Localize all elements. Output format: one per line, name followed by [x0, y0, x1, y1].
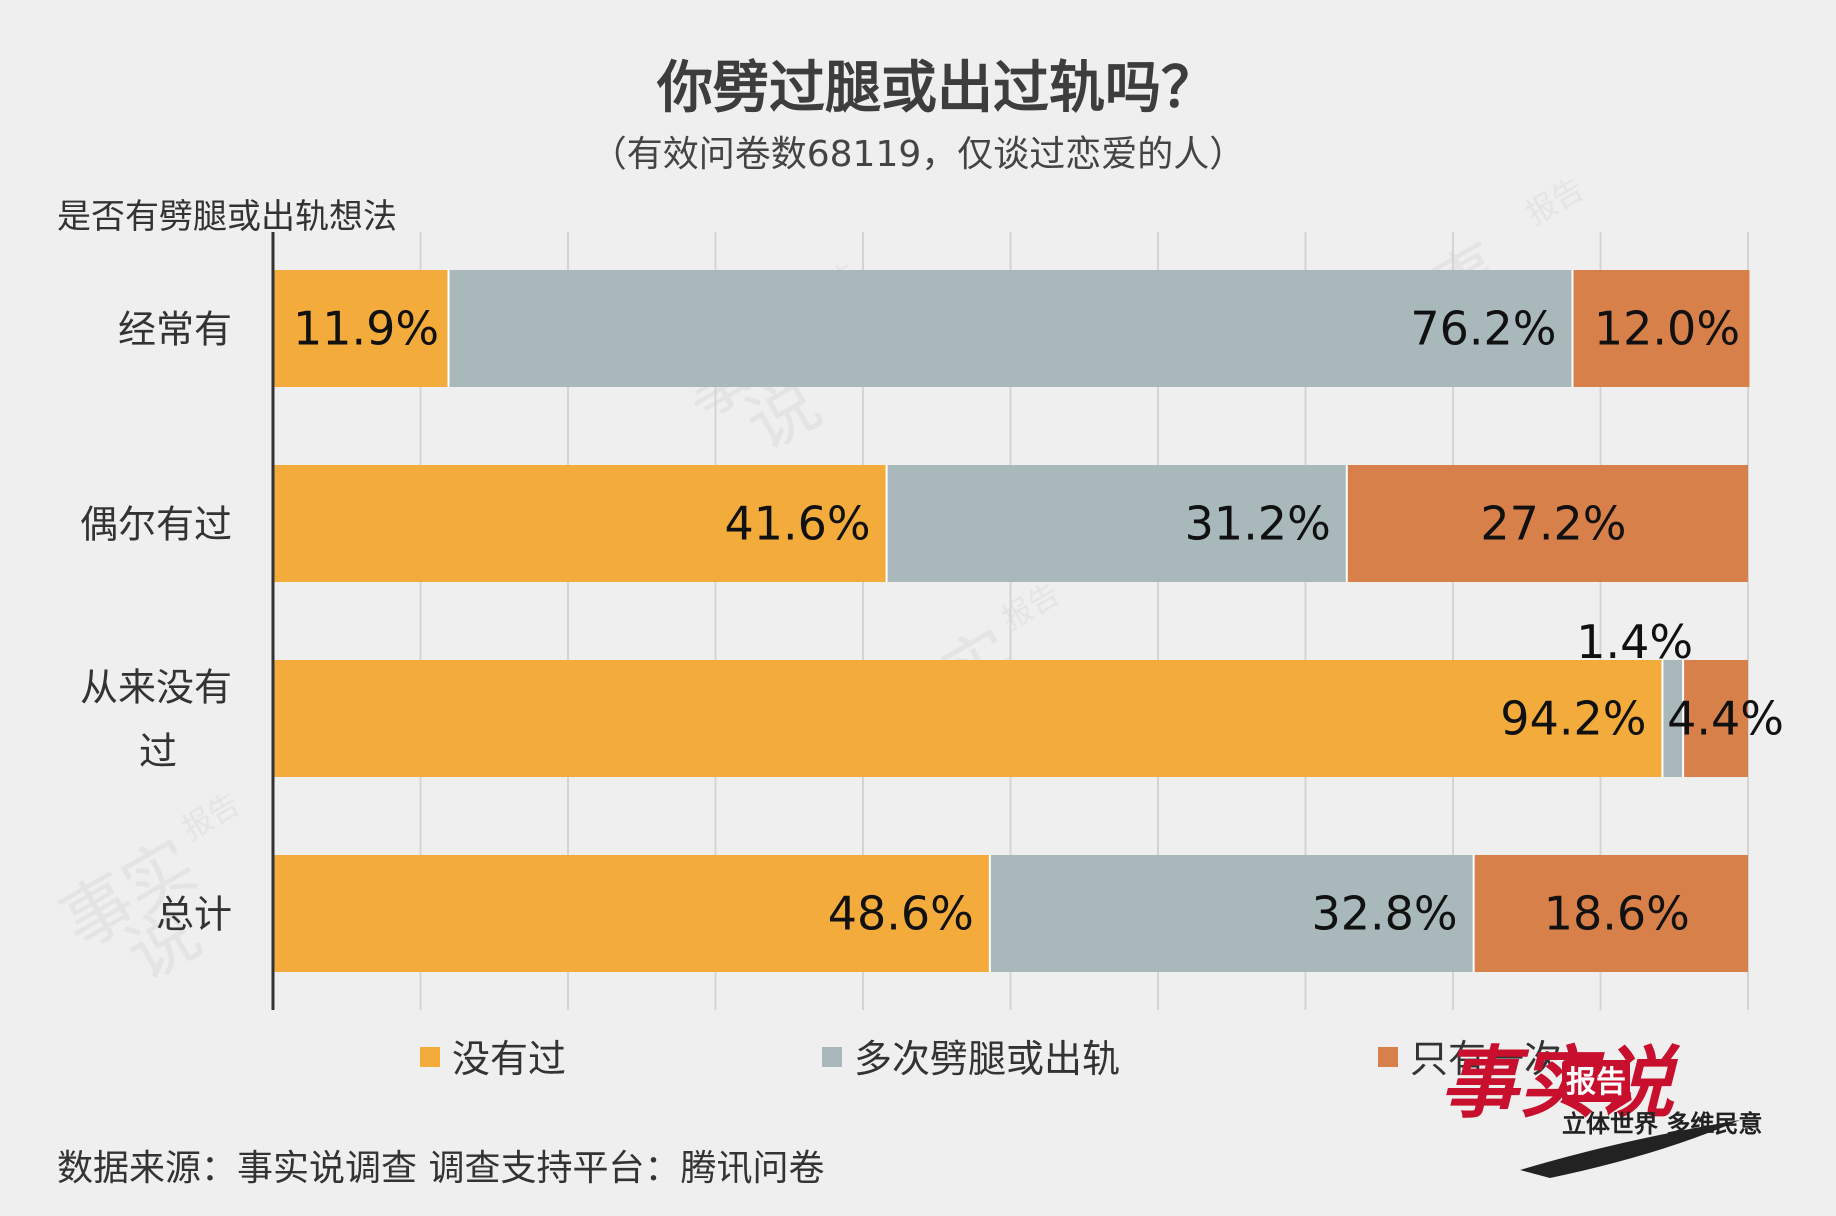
legend-label: 没有过	[452, 1037, 566, 1081]
logo-brush-stroke	[1520, 1120, 1740, 1178]
legend-swatch	[420, 1047, 440, 1067]
category-label: 经常有	[118, 308, 232, 352]
data-label: 18.6%	[1544, 887, 1690, 941]
category-label: 偶尔有过	[80, 503, 232, 547]
data-label: 4.4%	[1667, 692, 1784, 746]
legend-label: 多次劈腿或出轨	[854, 1037, 1120, 1081]
category-label: 过	[139, 730, 177, 774]
bar-segment	[1346, 465, 1748, 582]
logo-main-text: 事实说	[1440, 1038, 1681, 1129]
legend-swatch	[1378, 1047, 1398, 1067]
data-label: 48.6%	[828, 887, 974, 941]
chart-subtitle: （有效问卷数68119，仅谈过恋爱的人）	[591, 134, 1246, 175]
data-label: 11.9%	[293, 302, 439, 356]
bar-segment	[989, 855, 1474, 972]
y-axis-title: 是否有劈腿或出轨想法	[57, 197, 397, 237]
bar-segment	[1572, 270, 1750, 387]
svg-text:报告: 报告	[176, 787, 245, 847]
category-label: 从来没有	[80, 666, 232, 710]
data-label: 76.2%	[1410, 302, 1556, 356]
logo-badge-bg	[1562, 1060, 1630, 1102]
data-label: 12.0%	[1594, 302, 1740, 356]
bar-segment	[1662, 660, 1684, 777]
logo-tagline: 立体世界 多维民意	[1562, 1109, 1762, 1138]
logo-badge: 报告	[1566, 1065, 1626, 1100]
bar-segment	[273, 660, 1663, 777]
bar-segment	[273, 270, 449, 387]
source-note: 数据来源：事实说调查 调查支持平台：腾讯问卷	[57, 1148, 824, 1189]
data-label: 41.6%	[724, 497, 870, 551]
data-label: 94.2%	[1500, 692, 1646, 746]
bar-segment	[448, 270, 1573, 387]
data-label: 1.4%	[1576, 615, 1693, 669]
legend: 没有过 多次劈腿或出轨 只有一次	[420, 1037, 1562, 1081]
data-label: 31.2%	[1185, 497, 1331, 551]
brand-logo: 事实说 报告 立体世界 多维民意	[1440, 1038, 1762, 1178]
bar-segment	[1473, 855, 1748, 972]
svg-text:报告: 报告	[1520, 172, 1589, 232]
bars	[273, 270, 1750, 972]
data-label: 27.2%	[1480, 497, 1626, 551]
legend-swatch	[822, 1047, 842, 1067]
chart-title: 你劈过腿或出过轨吗？	[656, 56, 1217, 121]
legend-label: 只有一次	[1410, 1037, 1562, 1081]
bar-segment	[273, 465, 887, 582]
svg-text:报告: 报告	[996, 577, 1065, 637]
bar-segment	[886, 465, 1347, 582]
bar-segment	[273, 855, 990, 972]
category-label: 总计	[156, 893, 232, 937]
data-label: 32.8%	[1312, 887, 1458, 941]
data-labels: 11.9% 76.2% 12.0% 41.6% 31.2% 27.2% 94.2% 1.4% 4…	[293, 302, 1784, 941]
bar-segment	[1683, 660, 1748, 777]
